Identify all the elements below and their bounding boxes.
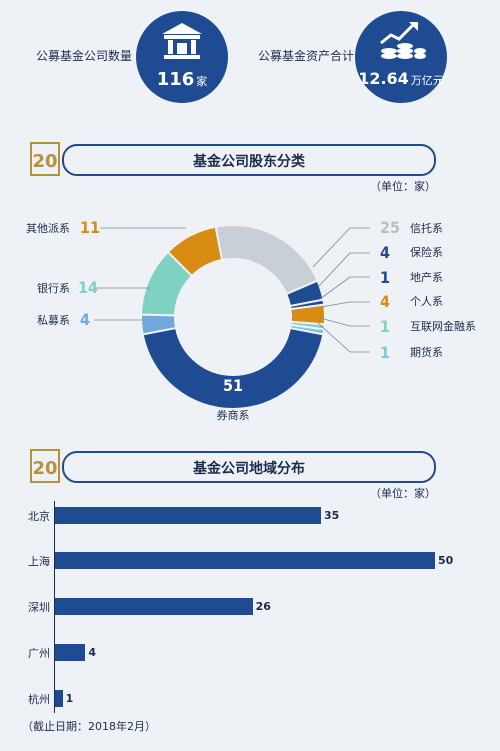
slice-value: 25: [380, 218, 400, 237]
bar-value: 35: [324, 509, 340, 522]
bar-value: 50: [438, 554, 454, 567]
bar-value: 1: [65, 692, 74, 705]
leader-line: [320, 301, 370, 308]
slice-value: 4: [80, 310, 90, 329]
section-title: 基金公司地域分布: [193, 461, 305, 477]
bar-category-label: 北京: [28, 510, 50, 523]
year-badge-icon: 20: [30, 449, 60, 483]
coins-growth-icon: [380, 22, 426, 59]
svg-text:20: 20: [32, 458, 57, 479]
donut-slice-0: [141, 326, 325, 411]
leader-line: [312, 227, 370, 268]
bar: [55, 552, 435, 569]
slice-value: 51: [223, 376, 243, 395]
slice-value: 14: [78, 278, 98, 297]
section-header-regions: 20 基金公司地域分布: [30, 449, 436, 483]
building-icon: [162, 23, 202, 59]
bar-value: 26: [255, 600, 271, 613]
unit-label: （单位：家）: [370, 180, 436, 193]
bar-category-label: 上海: [28, 555, 50, 568]
year-badge-icon: 20: [30, 142, 60, 176]
section-header-shareholders: 20 基金公司股东分类: [30, 142, 436, 176]
donut-slice-4: [214, 224, 319, 296]
slice-label: 保险系: [410, 245, 443, 259]
slice-label: 信托系: [410, 221, 443, 235]
slice-label: 券商系: [217, 408, 250, 422]
unit-label: （单位：家）: [370, 487, 436, 500]
slice-value: 4: [380, 243, 390, 262]
slice-label: 私募系: [37, 314, 70, 327]
leader-line: [319, 317, 370, 327]
slice-label: 互联网金融系: [410, 319, 476, 333]
slice-value: 1: [380, 317, 390, 336]
bar: [55, 644, 86, 661]
bar: [55, 690, 63, 707]
leader-line: [319, 276, 370, 300]
donut-chart: 其他派系 11 银行系 14 私募系 4 信托系 25 保险系 4 地产系 1 个人系 4 互联网金融系 1 期…: [26, 218, 476, 422]
donut-slice-9: [288, 323, 326, 336]
slice-value: 4: [380, 292, 390, 311]
bar: [55, 598, 253, 615]
section-title-box: 基金公司地域分布: [62, 451, 436, 483]
slice-label: 其他派系: [26, 222, 70, 235]
bar-value: 4: [88, 646, 97, 659]
slice-value: 11: [80, 218, 100, 237]
footnote: （截止日期：2018年2月）: [22, 720, 156, 733]
axis-line: [54, 501, 55, 713]
bar-category-label: 杭州: [28, 693, 50, 706]
svg-text:20: 20: [32, 151, 57, 172]
section-title-box: 基金公司股东分类: [62, 144, 436, 176]
slice-value: 1: [380, 343, 390, 362]
kpi-value-assets: 12.64 万亿元: [358, 69, 444, 88]
slice-value: 1: [380, 268, 390, 287]
slice-label: 地产系: [410, 270, 443, 284]
kpi-circle-count: 116 家: [136, 11, 228, 103]
section-title: 基金公司股东分类: [193, 154, 305, 170]
leader-line: [317, 252, 370, 288]
slice-label: 期货系: [410, 345, 443, 359]
leader-line: [317, 322, 370, 353]
bar-category-label: 广州: [28, 647, 50, 660]
kpi-circle-assets: 12.64 万亿元: [355, 11, 447, 103]
slice-label: 个人系: [410, 295, 443, 308]
kpi-label-count: 公募基金公司数量: [36, 49, 133, 63]
kpi-label-assets: 公募基金资产合计: [258, 49, 355, 63]
slice-label: 银行系: [37, 281, 70, 295]
kpi-value-count: 116 家: [156, 69, 208, 90]
bar: [55, 507, 321, 524]
bar-chart: 北京 35 上海 50 深圳 26 广州 4 杭州 1: [0, 495, 500, 715]
bar-category-label: 深圳: [28, 601, 50, 614]
